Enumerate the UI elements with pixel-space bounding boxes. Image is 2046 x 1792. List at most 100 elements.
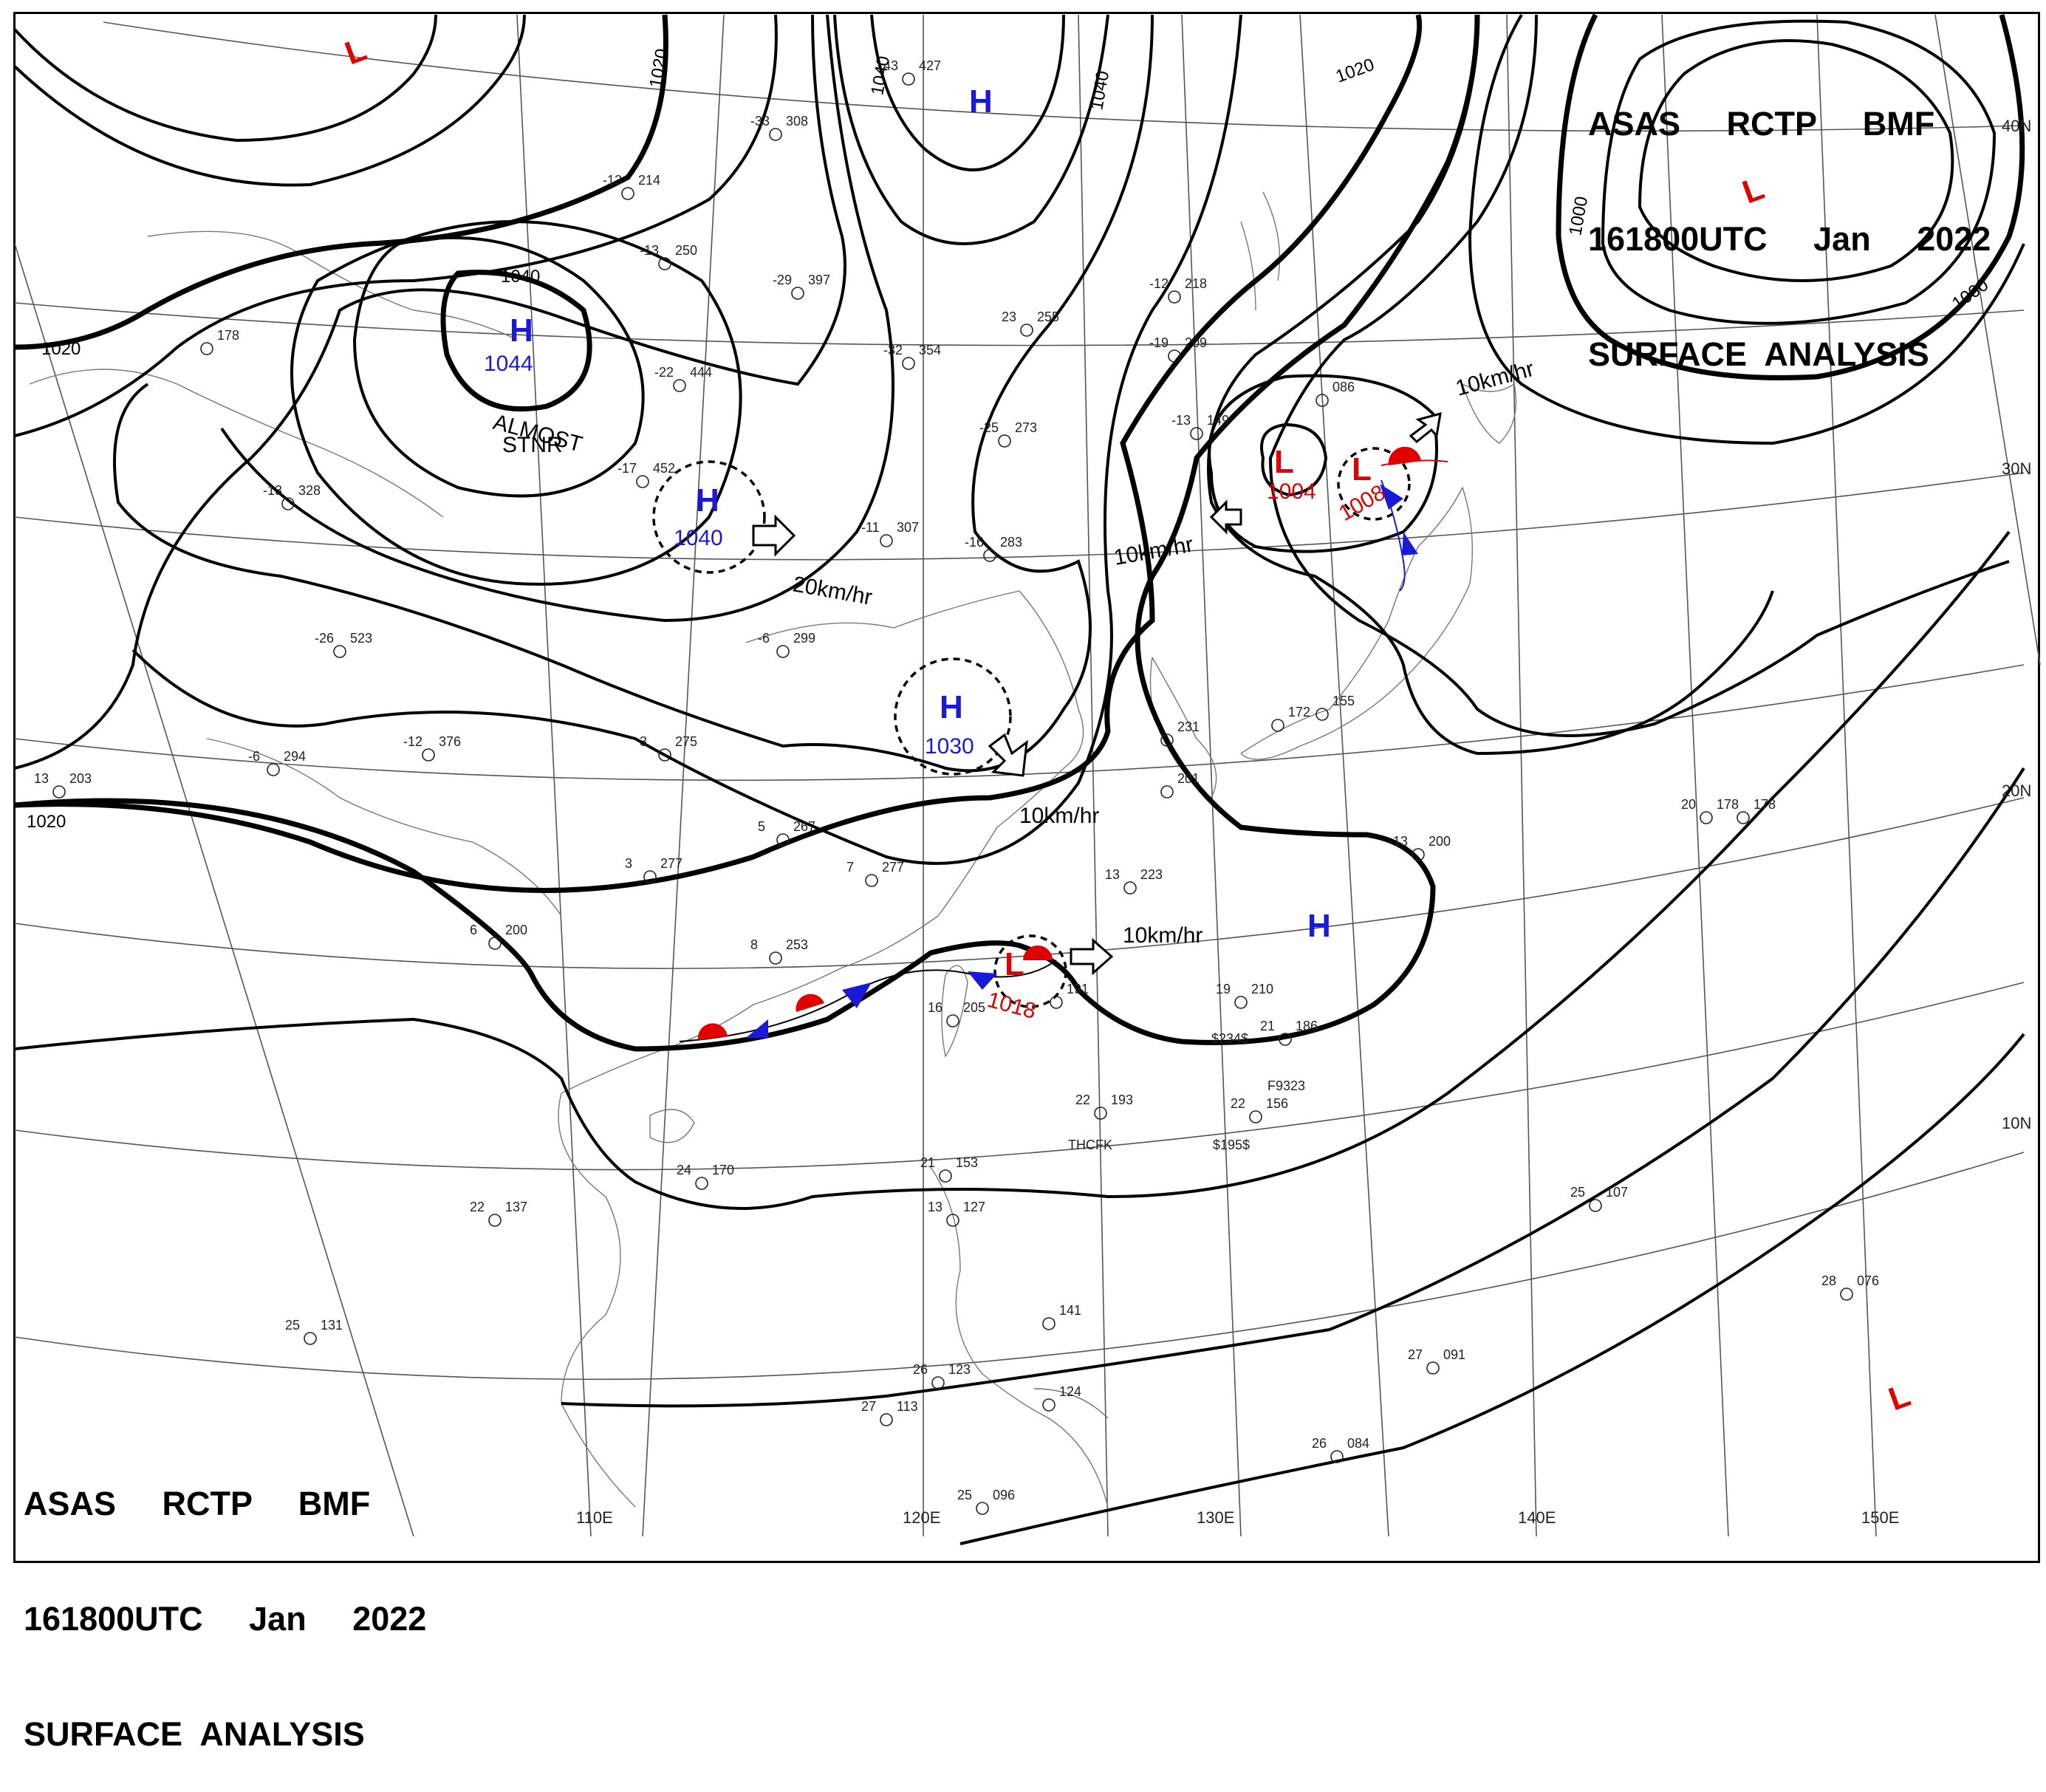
station-pressure: 141 (1059, 1303, 1081, 1318)
station-temperature: 22 (1231, 1096, 1245, 1111)
station-temperature: -12 (403, 734, 422, 749)
station-pressure: 308 (786, 114, 808, 129)
station-pressure: 307 (897, 520, 919, 535)
station-pressure: 137 (505, 1200, 527, 1214)
station-temperature: 20 (1681, 797, 1696, 812)
parallel-15n (14, 982, 2025, 1171)
station-pressure: 113 (897, 1399, 918, 1414)
meridian-115e (642, 14, 725, 1537)
station-pressure: 218 (1185, 276, 1207, 291)
station-temperature: 22 (470, 1200, 485, 1214)
station-plot: 13 200 (1393, 834, 1451, 861)
station-circle (1020, 324, 1033, 337)
station-note-195: $195$ (1213, 1138, 1250, 1152)
station-circle (880, 534, 893, 547)
station-plot: 7 277 (846, 860, 904, 887)
isobar-low-ring (1208, 374, 1438, 553)
station-circle (1042, 1317, 1055, 1330)
station-circle (1249, 1110, 1262, 1124)
isobar-tl-4 (14, 14, 846, 770)
station-temperature: 13 (1393, 834, 1408, 849)
station-circle (695, 1177, 708, 1190)
station-circle (658, 257, 671, 270)
station-note-9323: F9323 (1267, 1078, 1305, 1093)
station-temperature: -13 (603, 173, 622, 188)
station-plot: -13 214 (603, 173, 660, 200)
station-circle (776, 645, 790, 658)
station-pressure: 127 (963, 1200, 985, 1214)
station-temperature: -33 (750, 114, 770, 129)
lat-label-10n: 10N (2002, 1114, 2031, 1132)
station-plot: -13 149 (1171, 413, 1229, 440)
station-plot: 6 200 (470, 923, 527, 950)
station-pressure: 086 (1332, 380, 1355, 394)
high-center-east: H (1307, 908, 1331, 944)
station-pressure: 170 (712, 1163, 734, 1177)
isobar-1020-south (14, 14, 1480, 1052)
station-pressure: 452 (653, 461, 675, 476)
isobar-around-h1044 (352, 236, 645, 498)
high-center-top: H (969, 83, 993, 120)
high-value-1044: 1044 (484, 352, 533, 376)
low-center-1004: L (1274, 444, 1294, 480)
meridian-110e (516, 14, 592, 1537)
station-circle (976, 1502, 989, 1515)
station-pressure: 214 (638, 173, 660, 188)
isobar-top-inner (870, 14, 1065, 171)
isobar-east-2 (1268, 14, 2010, 737)
station-plot: 172 (1271, 705, 1310, 732)
isobar-1040-h1044 (440, 270, 592, 412)
station-circle (488, 1214, 502, 1227)
station-plot: 086 (1315, 380, 1355, 407)
station-plot: 191 (1050, 982, 1089, 1009)
meridian-155e (1934, 14, 2041, 666)
station-pressure: 223 (1140, 867, 1163, 882)
station-circle (1840, 1287, 1853, 1301)
station-pressure: 155 (1332, 694, 1355, 708)
station-pressure: 107 (1606, 1185, 1628, 1200)
speed-label-h1040: 20km/hr (791, 572, 874, 609)
graticule (14, 14, 2041, 1537)
station-circle (1315, 394, 1329, 407)
isobar-tr-1 (1638, 39, 1954, 282)
station-temperature: 19 (1216, 982, 1231, 996)
station-circle (1279, 1033, 1292, 1046)
station-plot: 178 (1737, 797, 1776, 824)
station-temperature: 13 (928, 1200, 942, 1214)
station-temperature: 25 (1570, 1185, 1585, 1200)
high-center-1030: H (940, 689, 963, 725)
station-pressure: 275 (675, 734, 697, 749)
station-temperature: 43 (883, 58, 898, 73)
station-pressure: 299 (793, 631, 815, 646)
title-top-line1: ASAS RCTP BMF (1588, 105, 1935, 143)
station-circle (673, 379, 686, 392)
station-pressure: 250 (675, 243, 697, 258)
station-pressure: 203 (69, 771, 92, 786)
station-temperature: -13 (1171, 413, 1191, 428)
station-temperature: 13 (1105, 867, 1120, 882)
station-temperature: 16 (928, 1000, 942, 1015)
isobar-tr-3 (1468, 13, 2025, 445)
station-circle (643, 870, 657, 883)
station-circle (791, 287, 804, 300)
parallel-30n (14, 472, 2025, 561)
warm-front-segment-2 (796, 994, 824, 1012)
hainan-coast (649, 1109, 695, 1143)
grid-labels: 110E 120E 130E 140E 150E 40N 30N 20N 10N (576, 117, 2031, 1527)
closed-h1030 (894, 657, 1012, 776)
station-pressure: 178 (1717, 797, 1739, 812)
station-id-thcfk: THCFK (1068, 1138, 1112, 1152)
station-plot: -13 328 (263, 483, 321, 510)
cold-front-segment-2 (842, 982, 872, 1008)
station-circle (880, 1413, 893, 1426)
isobar-label-1020-w: 1020 (27, 812, 66, 832)
meridian-135e (1299, 14, 1389, 1537)
station-circle (1737, 811, 1750, 824)
station-plot: 124 (1042, 1384, 1081, 1412)
station-circle (621, 187, 634, 200)
station-plot: 21 153 (920, 1155, 978, 1183)
station-circle (865, 874, 878, 887)
station-temperature: 5 (758, 819, 765, 834)
station-plot: 5 267 (758, 819, 815, 847)
isobar-label-1020-nw: 1020 (41, 339, 81, 359)
